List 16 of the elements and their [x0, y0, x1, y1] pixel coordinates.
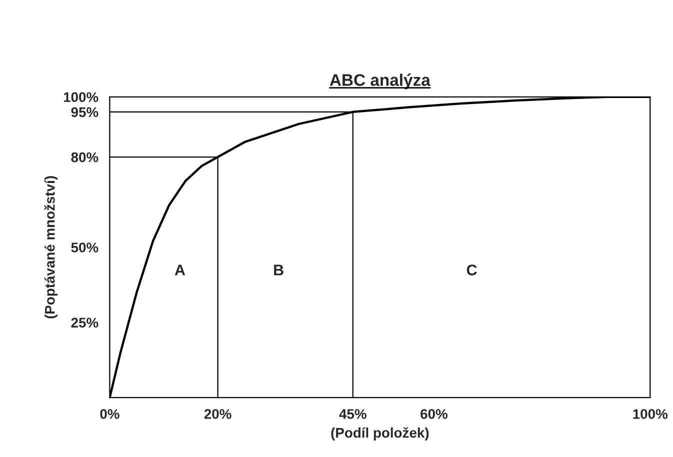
- annotation: A: [174, 264, 186, 276]
- x-tick-label: 45%: [339, 409, 366, 419]
- y-tick-label: 80%: [71, 152, 98, 162]
- x-tick-label: 100%: [633, 409, 668, 419]
- y-tick-label: 95%: [71, 107, 98, 118]
- annotation: C: [466, 264, 477, 276]
- y-tick-label: 25%: [71, 318, 98, 328]
- x-tick-label: 20%: [204, 409, 232, 419]
- annotation: B: [274, 264, 284, 276]
- y-tick-label: 100%: [64, 92, 98, 102]
- y-axis-title: (Poptávané množství): [44, 176, 58, 318]
- y-tick-label: 50%: [71, 242, 98, 252]
- x-axis-title: (Podíl položek): [331, 427, 429, 440]
- x-tick-label: 0%: [100, 409, 120, 419]
- chart-title: ABC analýza: [330, 74, 430, 90]
- x-tick-label: 60%: [420, 409, 448, 419]
